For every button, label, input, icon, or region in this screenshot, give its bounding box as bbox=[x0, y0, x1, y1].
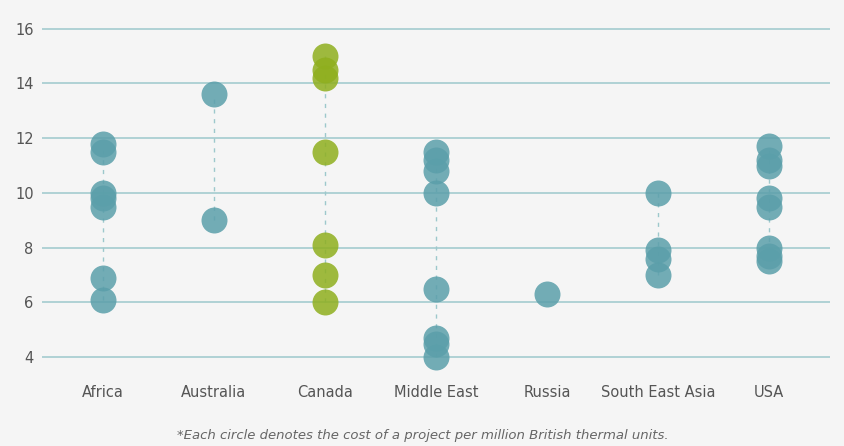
Point bbox=[318, 53, 332, 60]
Point bbox=[651, 190, 664, 197]
Point bbox=[651, 247, 664, 254]
Point bbox=[429, 340, 442, 347]
Point bbox=[318, 74, 332, 82]
Point bbox=[651, 272, 664, 279]
Text: *Each circle denotes the cost of a project per million British thermal units.: *Each circle denotes the cost of a proje… bbox=[176, 429, 668, 442]
Point bbox=[429, 190, 442, 197]
Point bbox=[96, 190, 110, 197]
Point bbox=[761, 258, 775, 265]
Point bbox=[318, 272, 332, 279]
Point bbox=[429, 334, 442, 342]
Point bbox=[318, 149, 332, 156]
Point bbox=[318, 66, 332, 73]
Point bbox=[761, 252, 775, 260]
Point bbox=[96, 203, 110, 210]
Point bbox=[429, 149, 442, 156]
Point bbox=[96, 195, 110, 202]
Point bbox=[318, 241, 332, 248]
Point bbox=[96, 274, 110, 281]
Point bbox=[207, 91, 220, 98]
Point bbox=[761, 162, 775, 169]
Point bbox=[429, 354, 442, 361]
Point bbox=[761, 244, 775, 251]
Point bbox=[429, 168, 442, 175]
Point bbox=[651, 255, 664, 262]
Point bbox=[96, 296, 110, 303]
Point bbox=[96, 140, 110, 147]
Point bbox=[318, 299, 332, 306]
Point bbox=[429, 285, 442, 292]
Point bbox=[761, 195, 775, 202]
Point bbox=[96, 149, 110, 156]
Point bbox=[761, 157, 775, 164]
Point bbox=[207, 217, 220, 224]
Point bbox=[539, 291, 553, 298]
Point bbox=[429, 157, 442, 164]
Point bbox=[761, 203, 775, 210]
Point bbox=[761, 143, 775, 150]
